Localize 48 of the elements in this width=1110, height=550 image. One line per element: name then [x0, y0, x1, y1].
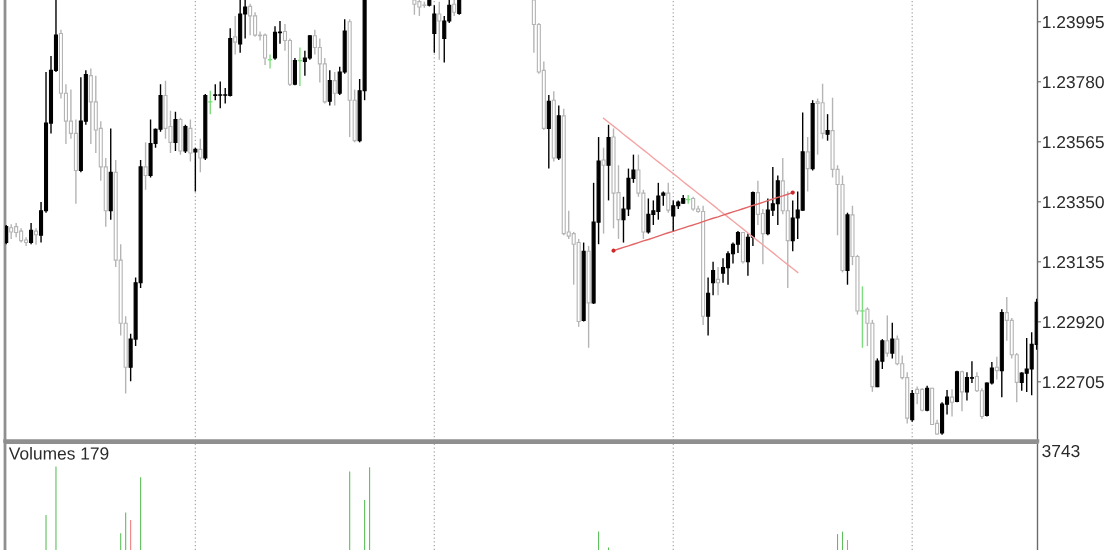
candlestick	[716, 266, 721, 296]
candlestick	[332, 71, 337, 107]
y-tick-label: 1.22705	[1043, 376, 1104, 389]
candlestick	[432, 4, 437, 54]
chart-title: Volumes 179	[8, 446, 109, 460]
candlestick	[706, 276, 711, 337]
candlestick	[143, 141, 148, 191]
candlestick	[193, 146, 198, 193]
y-tick-label: 1.23995	[1043, 15, 1104, 29]
candlestick	[646, 197, 651, 235]
candlestick	[890, 321, 895, 360]
candlestick	[959, 369, 965, 412]
candlestick	[994, 356, 999, 381]
candlestick	[208, 90, 213, 115]
candlestick	[327, 69, 332, 107]
candlestick	[267, 53, 273, 70]
y-tick-label: 1.22920	[1043, 315, 1104, 329]
candlestick	[711, 261, 716, 296]
candlestick	[34, 227, 39, 246]
line-series	[612, 191, 794, 252]
y-tick-label: 1.23565	[1043, 135, 1104, 149]
candlestick	[825, 113, 830, 142]
candlestick	[925, 385, 930, 412]
candlestick	[437, 0, 442, 61]
candlestick	[805, 136, 810, 193]
y-tick-label: 1.23780	[1043, 75, 1104, 89]
candlestick	[666, 182, 671, 214]
candlestick	[686, 194, 691, 205]
candlestick	[292, 57, 297, 86]
candlestick	[173, 110, 178, 152]
candlestick	[307, 34, 312, 61]
candlestick	[735, 230, 741, 254]
candlestick	[885, 314, 890, 358]
text: 3743	[1042, 444, 1080, 458]
candlestick	[949, 388, 955, 418]
candlestick	[720, 257, 726, 284]
candlestick	[775, 174, 780, 226]
candlestick	[964, 371, 970, 402]
candlestick	[198, 138, 203, 173]
candlestick	[29, 222, 34, 245]
y-tick-label: 1.23135	[1043, 255, 1104, 269]
candlestick	[233, 15, 238, 56]
candlestick	[5, 224, 9, 245]
y-tick-label: 1.23350	[1043, 195, 1104, 209]
line-series	[602, 117, 799, 274]
candlestick	[601, 146, 606, 235]
candlestick	[248, 2, 253, 36]
candlestick	[860, 285, 865, 349]
